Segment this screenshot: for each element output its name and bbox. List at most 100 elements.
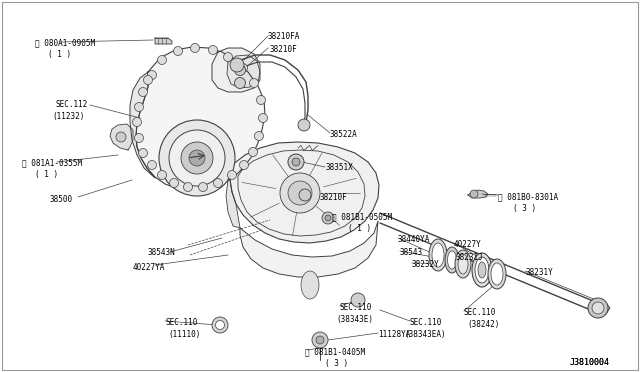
- Text: (38242): (38242): [467, 320, 499, 329]
- Circle shape: [191, 44, 200, 52]
- Polygon shape: [468, 190, 488, 198]
- Circle shape: [234, 77, 246, 89]
- Text: ( 3 ): ( 3 ): [325, 359, 348, 368]
- Text: ( 3 ): ( 3 ): [513, 204, 536, 213]
- Circle shape: [212, 317, 228, 333]
- Circle shape: [227, 170, 237, 180]
- Polygon shape: [130, 72, 155, 178]
- Circle shape: [234, 64, 246, 76]
- Text: Ⓑ 080A1-0905M: Ⓑ 080A1-0905M: [35, 38, 95, 47]
- Circle shape: [292, 158, 300, 166]
- Circle shape: [181, 142, 213, 174]
- Text: ( 1 ): ( 1 ): [348, 224, 371, 233]
- Text: ( 1 ): ( 1 ): [48, 50, 71, 59]
- Circle shape: [239, 160, 248, 170]
- Circle shape: [470, 190, 478, 198]
- Circle shape: [143, 76, 152, 84]
- Polygon shape: [155, 38, 172, 44]
- Circle shape: [592, 302, 604, 314]
- Text: (38343E): (38343E): [336, 315, 373, 324]
- Circle shape: [255, 131, 264, 141]
- Polygon shape: [212, 48, 260, 92]
- Text: 11128YA: 11128YA: [378, 330, 410, 339]
- Circle shape: [147, 160, 157, 170]
- Text: SEC.110: SEC.110: [464, 308, 497, 317]
- Text: Ⓑ 081A1-0355M: Ⓑ 081A1-0355M: [22, 158, 82, 167]
- Text: (38343EA): (38343EA): [404, 330, 445, 339]
- Circle shape: [250, 78, 259, 87]
- Text: 38500: 38500: [50, 195, 73, 204]
- Circle shape: [239, 64, 248, 73]
- Circle shape: [198, 183, 207, 192]
- Text: 38351X: 38351X: [325, 163, 353, 172]
- Circle shape: [322, 212, 334, 224]
- Polygon shape: [594, 300, 610, 317]
- Text: 40227YA: 40227YA: [133, 263, 165, 272]
- Text: SEC.110: SEC.110: [410, 318, 442, 327]
- Text: 38210F: 38210F: [320, 193, 348, 202]
- Circle shape: [209, 45, 218, 55]
- Circle shape: [588, 298, 608, 318]
- Circle shape: [134, 134, 143, 142]
- Text: SEC.112: SEC.112: [55, 100, 88, 109]
- Circle shape: [132, 118, 141, 126]
- Ellipse shape: [432, 243, 444, 267]
- Text: 38231Y: 38231Y: [525, 268, 553, 277]
- Circle shape: [216, 321, 225, 330]
- Ellipse shape: [491, 263, 503, 285]
- Circle shape: [298, 119, 310, 131]
- Ellipse shape: [458, 254, 468, 274]
- Circle shape: [316, 336, 324, 344]
- Text: Ⓑ 081B1-0505M: Ⓑ 081B1-0505M: [332, 212, 392, 221]
- Ellipse shape: [472, 253, 492, 287]
- Text: (11110): (11110): [168, 330, 200, 339]
- Text: 38543N: 38543N: [148, 248, 176, 257]
- Circle shape: [134, 103, 143, 112]
- Text: Ⓑ 081B1-0405M: Ⓑ 081B1-0405M: [305, 347, 365, 356]
- Text: SEC.110: SEC.110: [165, 318, 197, 327]
- Text: SEC.110: SEC.110: [340, 303, 372, 312]
- Circle shape: [299, 189, 311, 201]
- Circle shape: [184, 183, 193, 192]
- Circle shape: [157, 55, 166, 64]
- Circle shape: [288, 181, 312, 205]
- Circle shape: [223, 52, 232, 61]
- Polygon shape: [227, 55, 260, 88]
- Circle shape: [257, 96, 266, 105]
- Circle shape: [288, 154, 304, 170]
- Polygon shape: [136, 47, 265, 190]
- Text: 38210F: 38210F: [270, 45, 298, 54]
- Circle shape: [248, 148, 257, 157]
- Ellipse shape: [445, 247, 459, 273]
- Circle shape: [173, 46, 182, 55]
- Circle shape: [325, 215, 331, 221]
- Circle shape: [351, 293, 365, 307]
- Ellipse shape: [447, 251, 456, 269]
- Text: 40227Y: 40227Y: [454, 240, 482, 249]
- Circle shape: [170, 179, 179, 187]
- Text: J3810004: J3810004: [570, 358, 610, 367]
- Text: 38522A: 38522A: [330, 130, 358, 139]
- Text: 38440YA: 38440YA: [398, 235, 430, 244]
- Text: 38543: 38543: [400, 248, 423, 257]
- Ellipse shape: [488, 259, 506, 289]
- Circle shape: [259, 113, 268, 122]
- Ellipse shape: [478, 262, 486, 278]
- Ellipse shape: [455, 250, 471, 278]
- Polygon shape: [226, 165, 240, 228]
- Text: ( 1 ): ( 1 ): [35, 170, 58, 179]
- Text: (11232): (11232): [52, 112, 84, 121]
- Circle shape: [157, 170, 166, 180]
- Polygon shape: [110, 124, 133, 150]
- Text: 38232Y: 38232Y: [412, 260, 440, 269]
- Circle shape: [189, 150, 205, 166]
- Text: Ⓑ 081B0-8301A: Ⓑ 081B0-8301A: [498, 192, 558, 201]
- Polygon shape: [240, 221, 378, 277]
- Text: 38231J: 38231J: [456, 253, 484, 262]
- Circle shape: [312, 332, 328, 348]
- Ellipse shape: [301, 271, 319, 299]
- Polygon shape: [230, 142, 379, 243]
- Circle shape: [138, 87, 147, 96]
- Circle shape: [116, 132, 126, 142]
- Circle shape: [147, 71, 157, 80]
